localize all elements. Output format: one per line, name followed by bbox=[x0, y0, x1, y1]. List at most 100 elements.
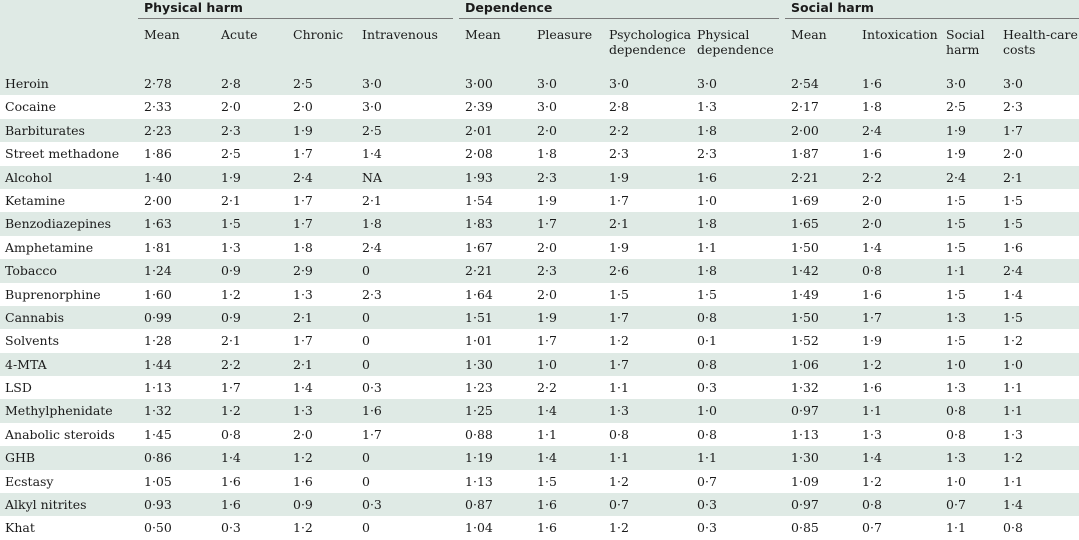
table-cell: 1·6 bbox=[221, 497, 241, 513]
table-cell: 2·2 bbox=[537, 380, 557, 396]
table-cell: 1·1 bbox=[697, 239, 717, 255]
table-cell: 1·2 bbox=[293, 450, 313, 466]
table-cell: 0·3 bbox=[697, 497, 717, 513]
table-cell: 1·7 bbox=[862, 309, 882, 325]
table-cell: 1·1 bbox=[537, 426, 557, 442]
table-cell: 0·9 bbox=[221, 263, 241, 279]
table-cell: 1·6 bbox=[862, 146, 882, 162]
table-cell: 1·6 bbox=[862, 286, 882, 302]
column-header: Mean bbox=[465, 27, 501, 42]
table-cell: 1·4 bbox=[862, 239, 882, 255]
table-cell: 0·3 bbox=[221, 520, 241, 536]
group-header-physical-harm: Physical harm bbox=[138, 0, 454, 19]
table-cell: 2·01 bbox=[465, 122, 493, 138]
column-header: Physical dependence bbox=[697, 27, 774, 57]
table-cell: 0·8 bbox=[862, 263, 882, 279]
table-cell: 1·2 bbox=[609, 333, 629, 349]
table-cell: 1·32 bbox=[791, 380, 819, 396]
table-row: Khat 0·50 0·3 1·2 0 1·04 1·6 1·2 0·3 0·85 0·7 1·1 0·… bbox=[0, 516, 1079, 539]
table-cell: 1·8 bbox=[537, 146, 557, 162]
row-label: Methylphenidate bbox=[5, 403, 113, 419]
row-label: Alcohol bbox=[5, 169, 53, 185]
table-cell: 0·3 bbox=[697, 380, 717, 396]
table-cell: 1·7 bbox=[609, 309, 629, 325]
table-cell: 1·6 bbox=[862, 76, 882, 91]
table-cell: 1·3 bbox=[1003, 426, 1023, 442]
table-cell: 1·5 bbox=[946, 286, 966, 302]
table-cell: 1·54 bbox=[465, 192, 493, 208]
table-cell: 2·8 bbox=[221, 76, 241, 91]
table-cell: 1·5 bbox=[537, 473, 557, 489]
table-cell: 2·4 bbox=[1003, 263, 1023, 279]
table-cell: 1·2 bbox=[609, 473, 629, 489]
table-cell: 2·00 bbox=[144, 192, 172, 208]
table-cell: 1·13 bbox=[144, 380, 172, 396]
column-header: Chronic bbox=[293, 27, 344, 42]
table-cell: 0 bbox=[362, 263, 370, 279]
table-cell: 1·69 bbox=[791, 192, 819, 208]
table-cell: 0·88 bbox=[465, 426, 493, 442]
table-row: Tobacco 1·24 0·9 2·9 0 2·21 2·3 2·6 1·8 1·42 0·8 1·… bbox=[0, 259, 1079, 283]
table-cell: 2·8 bbox=[609, 99, 629, 115]
row-label: Alkyl nitrites bbox=[5, 497, 87, 513]
table-cell: 1·1 bbox=[1003, 380, 1023, 396]
table-row: Heroin 2·78 2·8 2·5 3·0 3·00 3·0 3·0 3·0 2·54 1·6 3… bbox=[0, 72, 1079, 96]
table-cell: 1·5 bbox=[221, 216, 241, 232]
table-row: Cannabis 0·99 0·9 2·1 0 1·51 1·9 1·7 0·8 1·50 1·7 1… bbox=[0, 305, 1079, 330]
table-cell: 2·3 bbox=[362, 286, 382, 302]
table-cell: 0·7 bbox=[697, 473, 717, 489]
group-header-social-harm: Social harm bbox=[785, 0, 1079, 19]
table-cell: 2·21 bbox=[465, 263, 493, 279]
table-cell: NA bbox=[362, 169, 382, 185]
table-cell: 1·40 bbox=[144, 169, 172, 185]
table-cell: 2·5 bbox=[221, 146, 241, 162]
column-header: Psychological dependence bbox=[609, 27, 692, 57]
table-cell: 3·0 bbox=[609, 76, 629, 91]
table-cell: 1·3 bbox=[221, 239, 241, 255]
table-cell: 3·0 bbox=[537, 99, 557, 115]
table-row: Amphetamine 1·81 1·3 1·8 2·4 1·67 2·0 1·9 1·1 1·5… bbox=[0, 236, 1079, 259]
table-cell: 1·65 bbox=[791, 216, 819, 232]
row-label: Solvents bbox=[5, 333, 60, 349]
table-cell: 1·5 bbox=[1003, 309, 1023, 325]
table-cell: 0·8 bbox=[697, 356, 717, 372]
table-cell: 2·17 bbox=[791, 99, 819, 115]
table-cell: 1·4 bbox=[537, 403, 557, 419]
table-cell: 2·0 bbox=[221, 99, 241, 115]
table-cell: 1·44 bbox=[144, 356, 172, 372]
table-cell: 1·3 bbox=[946, 380, 966, 396]
table-cell: 0 bbox=[362, 450, 370, 466]
table-cell: 0 bbox=[362, 333, 370, 349]
table-cell: 1·8 bbox=[697, 216, 717, 232]
table-cell: 2·0 bbox=[1003, 146, 1023, 162]
table-cell: 1·50 bbox=[791, 239, 819, 255]
table-cell: 2·3 bbox=[609, 146, 629, 162]
table-cell: 1·7 bbox=[293, 146, 313, 162]
table-cell: 1·6 bbox=[362, 403, 382, 419]
table-cell: 1·64 bbox=[465, 286, 493, 302]
table-cell: 1·2 bbox=[862, 473, 882, 489]
table-cell: 1·7 bbox=[293, 333, 313, 349]
table-cell: 1·0 bbox=[697, 192, 717, 208]
table-row: LSD 1·13 1·7 1·4 0·3 1·23 2·2 1·1 0·3 1·32 1·6 1·3 1… bbox=[0, 376, 1079, 399]
table-cell: 1·83 bbox=[465, 216, 493, 232]
table-cell: 2·0 bbox=[293, 426, 313, 442]
table-cell: 2·54 bbox=[791, 76, 819, 91]
table-cell: 0·97 bbox=[791, 403, 819, 419]
table-cell: 1·9 bbox=[609, 169, 629, 185]
table-cell: 1·7 bbox=[293, 216, 313, 232]
table-cell: 0 bbox=[362, 309, 370, 325]
table-cell: 1·1 bbox=[697, 450, 717, 466]
table-cell: 0·3 bbox=[697, 520, 717, 536]
table-row: 4-MTA 1·44 2·2 2·1 0 1·30 1·0 1·7 0·8 1·06 1·2 1·0 1… bbox=[0, 352, 1079, 377]
table-cell: 1·2 bbox=[862, 356, 882, 372]
table-cell: 0 bbox=[362, 356, 370, 372]
table-cell: 3·0 bbox=[697, 76, 717, 91]
table-cell: 1·6 bbox=[537, 497, 557, 513]
table-cell: 2·21 bbox=[791, 169, 819, 185]
table-cell: 1·1 bbox=[609, 450, 629, 466]
table-cell: 2·4 bbox=[862, 122, 882, 138]
table-row: Street methadone 1·86 2·5 1·7 1·4 2·08 1·8 2·3 2… bbox=[0, 142, 1079, 165]
row-label: Cannabis bbox=[5, 309, 64, 325]
